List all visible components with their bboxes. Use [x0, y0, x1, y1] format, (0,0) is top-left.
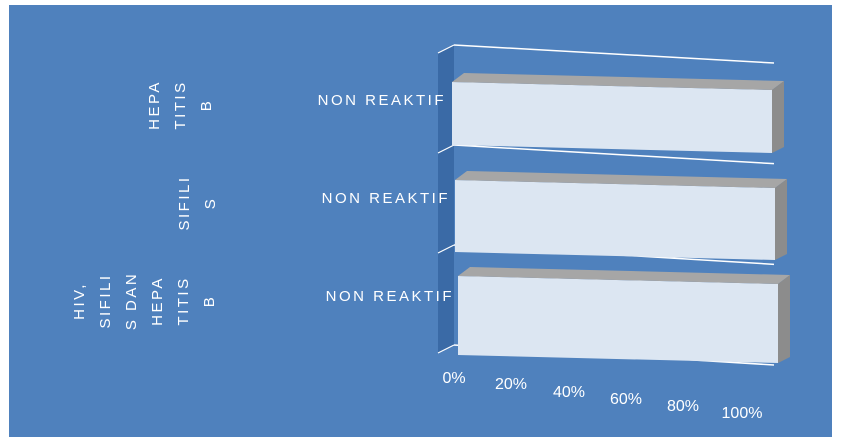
category-label-outer-line: SIFILI	[176, 175, 193, 230]
bar-end-face	[778, 275, 790, 363]
category-label-outer: HIV, SIFILI S DAN HEPA TITIS B	[71, 272, 218, 330]
category-label-inner: NON REAKTIF	[326, 288, 454, 305]
category-label-inner: NON REAKTIF	[322, 190, 450, 207]
x-tick-label: 40%	[553, 384, 585, 401]
bar-end-face	[772, 81, 784, 153]
bar-top-face	[455, 171, 787, 188]
bar	[455, 180, 775, 260]
x-tick-label: 100%	[722, 405, 763, 422]
bar-top-face	[452, 73, 784, 90]
category-label-outer-line: HEPA	[146, 80, 163, 130]
category-label-outer-line: B	[201, 295, 218, 308]
gridline-wall	[437, 144, 455, 154]
category-label-outer-line: S	[202, 197, 219, 210]
category-label-outer: SIFILI S	[176, 175, 219, 230]
bar-top-face	[458, 267, 790, 284]
gridline-wall	[437, 44, 455, 54]
category-label-outer-line: HEPA	[149, 276, 166, 326]
gridline	[453, 144, 775, 165]
category-label-outer-line: S DAN	[123, 272, 140, 330]
category-label-outer-line: TITIS	[172, 80, 189, 129]
bar-end-face	[775, 179, 787, 260]
gridline-wall	[437, 344, 455, 354]
x-tick-label: 20%	[495, 376, 527, 393]
bar-chart: NON REAKTIF NON REAKTIF NON REAKTIF HEPA TIT…	[9, 5, 832, 437]
chart-left-wall	[438, 45, 454, 353]
x-tick-label: 80%	[667, 398, 699, 415]
category-label-outer: HEPA TITIS B	[146, 80, 215, 130]
category-label-outer-line: TITIS	[175, 276, 192, 325]
category-label-outer-line: B	[198, 99, 215, 112]
gridline	[453, 44, 775, 64]
bar	[458, 276, 778, 363]
category-label-inner: NON REAKTIF	[318, 92, 446, 109]
x-tick-label: 60%	[610, 391, 642, 408]
category-label-outer-line: HIV,	[71, 282, 88, 320]
category-label-outer-line: SIFILI	[97, 273, 114, 328]
gridline-wall	[437, 244, 455, 254]
x-tick-label: 0%	[442, 370, 465, 387]
bar	[452, 82, 772, 153]
